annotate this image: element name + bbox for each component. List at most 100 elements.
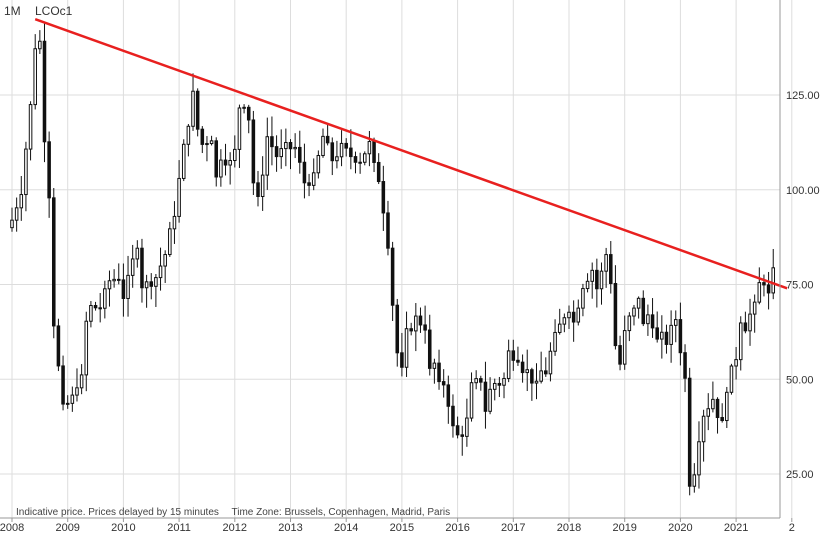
candle-up [316, 155, 321, 174]
x-tick-label: 2014 [334, 522, 358, 534]
candle-up [622, 330, 627, 365]
candle-down [655, 327, 659, 340]
candle-up [729, 365, 734, 393]
candle-down [98, 307, 102, 310]
candle-up [84, 320, 89, 376]
candle-up [144, 281, 149, 289]
x-tick-label: 2008 [0, 522, 24, 534]
candle-down [325, 135, 330, 144]
candle-up [548, 350, 553, 375]
candle-up [706, 408, 711, 417]
candle-up [697, 441, 701, 476]
candle-up [367, 141, 372, 155]
candle-up [335, 156, 339, 162]
candle-up [177, 177, 181, 217]
candle-up [130, 258, 135, 276]
candle-up [567, 311, 571, 319]
candle-up [539, 370, 543, 382]
candle-up [233, 148, 237, 162]
candle-up [237, 107, 242, 150]
x-tick-label: 2016 [445, 522, 469, 534]
x-tick-label: 2017 [501, 522, 525, 534]
candle-down [51, 197, 56, 327]
candle-up [725, 391, 729, 422]
candle-down [418, 315, 423, 326]
candles [10, 21, 776, 496]
gridlines [0, 0, 793, 518]
interval-label: 1M [4, 4, 21, 18]
delay-note: Indicative price. Prices delayed by 15 m… [16, 507, 219, 518]
trendline-layer [34, 18, 788, 290]
candle-down [395, 304, 400, 354]
candle-down [516, 359, 520, 363]
candle-up [103, 288, 107, 309]
candle-up [465, 417, 469, 437]
candle-down [376, 161, 381, 183]
timezone-note: Time Zone: Brussels, Copenhagen, Madrid,… [231, 507, 451, 518]
candle-up [604, 254, 608, 272]
candle-up [711, 398, 715, 410]
candle-up [219, 159, 223, 178]
candle-up [534, 380, 539, 384]
candle-down [451, 405, 455, 427]
candle-up [646, 314, 650, 325]
x-tick-label: 2011 [167, 522, 191, 534]
candle-down [409, 328, 413, 332]
candle-up [585, 280, 590, 290]
candle-up [38, 40, 42, 50]
candle-up [172, 215, 177, 230]
candle-up [28, 104, 33, 150]
candle-down [61, 365, 65, 405]
candle-down [307, 182, 311, 186]
candle-up [168, 228, 172, 256]
candle-up [205, 143, 209, 146]
candle-up [734, 359, 738, 367]
candle-down [381, 181, 386, 214]
candle-down [571, 311, 576, 323]
x-tick-label: 2020 [668, 522, 692, 534]
candle-down [608, 254, 613, 284]
x-tick-label: 2019 [612, 522, 636, 534]
candle-down [270, 136, 274, 148]
axes: 25.00 50.00 75.00 100.00 125.00 2008 2009 2010 2… [0, 0, 820, 534]
candle-down [423, 324, 427, 331]
candle-up [24, 148, 28, 196]
candle-up [154, 277, 158, 287]
candle-up [14, 207, 19, 221]
candle-down [93, 305, 98, 309]
candle-down [246, 106, 251, 121]
candle-down [349, 147, 353, 158]
candle-down [56, 325, 61, 367]
candle-up [506, 350, 511, 379]
candle-down [650, 314, 655, 329]
candle-down [687, 377, 692, 487]
candle-up [692, 474, 697, 487]
candle-up [502, 377, 506, 386]
y-tick-label: 100.00 [786, 185, 820, 197]
candle-down [441, 381, 446, 386]
candle-up [135, 247, 140, 260]
candle-up [525, 369, 530, 374]
candle-up [339, 142, 344, 158]
candle-down [390, 247, 395, 306]
candle-up [669, 324, 673, 345]
candle-up [10, 219, 14, 229]
candle-up [557, 323, 562, 333]
candle-down [544, 370, 548, 375]
candle-down [302, 161, 307, 184]
candle-down [446, 384, 451, 407]
candle-down [641, 297, 646, 325]
candle-down [762, 282, 766, 286]
candle-down [743, 322, 748, 332]
candle-down [437, 362, 441, 383]
candle-down [330, 142, 335, 162]
candle-down [149, 281, 154, 287]
candle-down [479, 378, 483, 383]
x-tick-label: 2 [789, 522, 795, 534]
candle-up [228, 160, 232, 166]
candle-up [181, 143, 186, 179]
candle-up [126, 274, 130, 299]
candle-up [362, 153, 367, 163]
